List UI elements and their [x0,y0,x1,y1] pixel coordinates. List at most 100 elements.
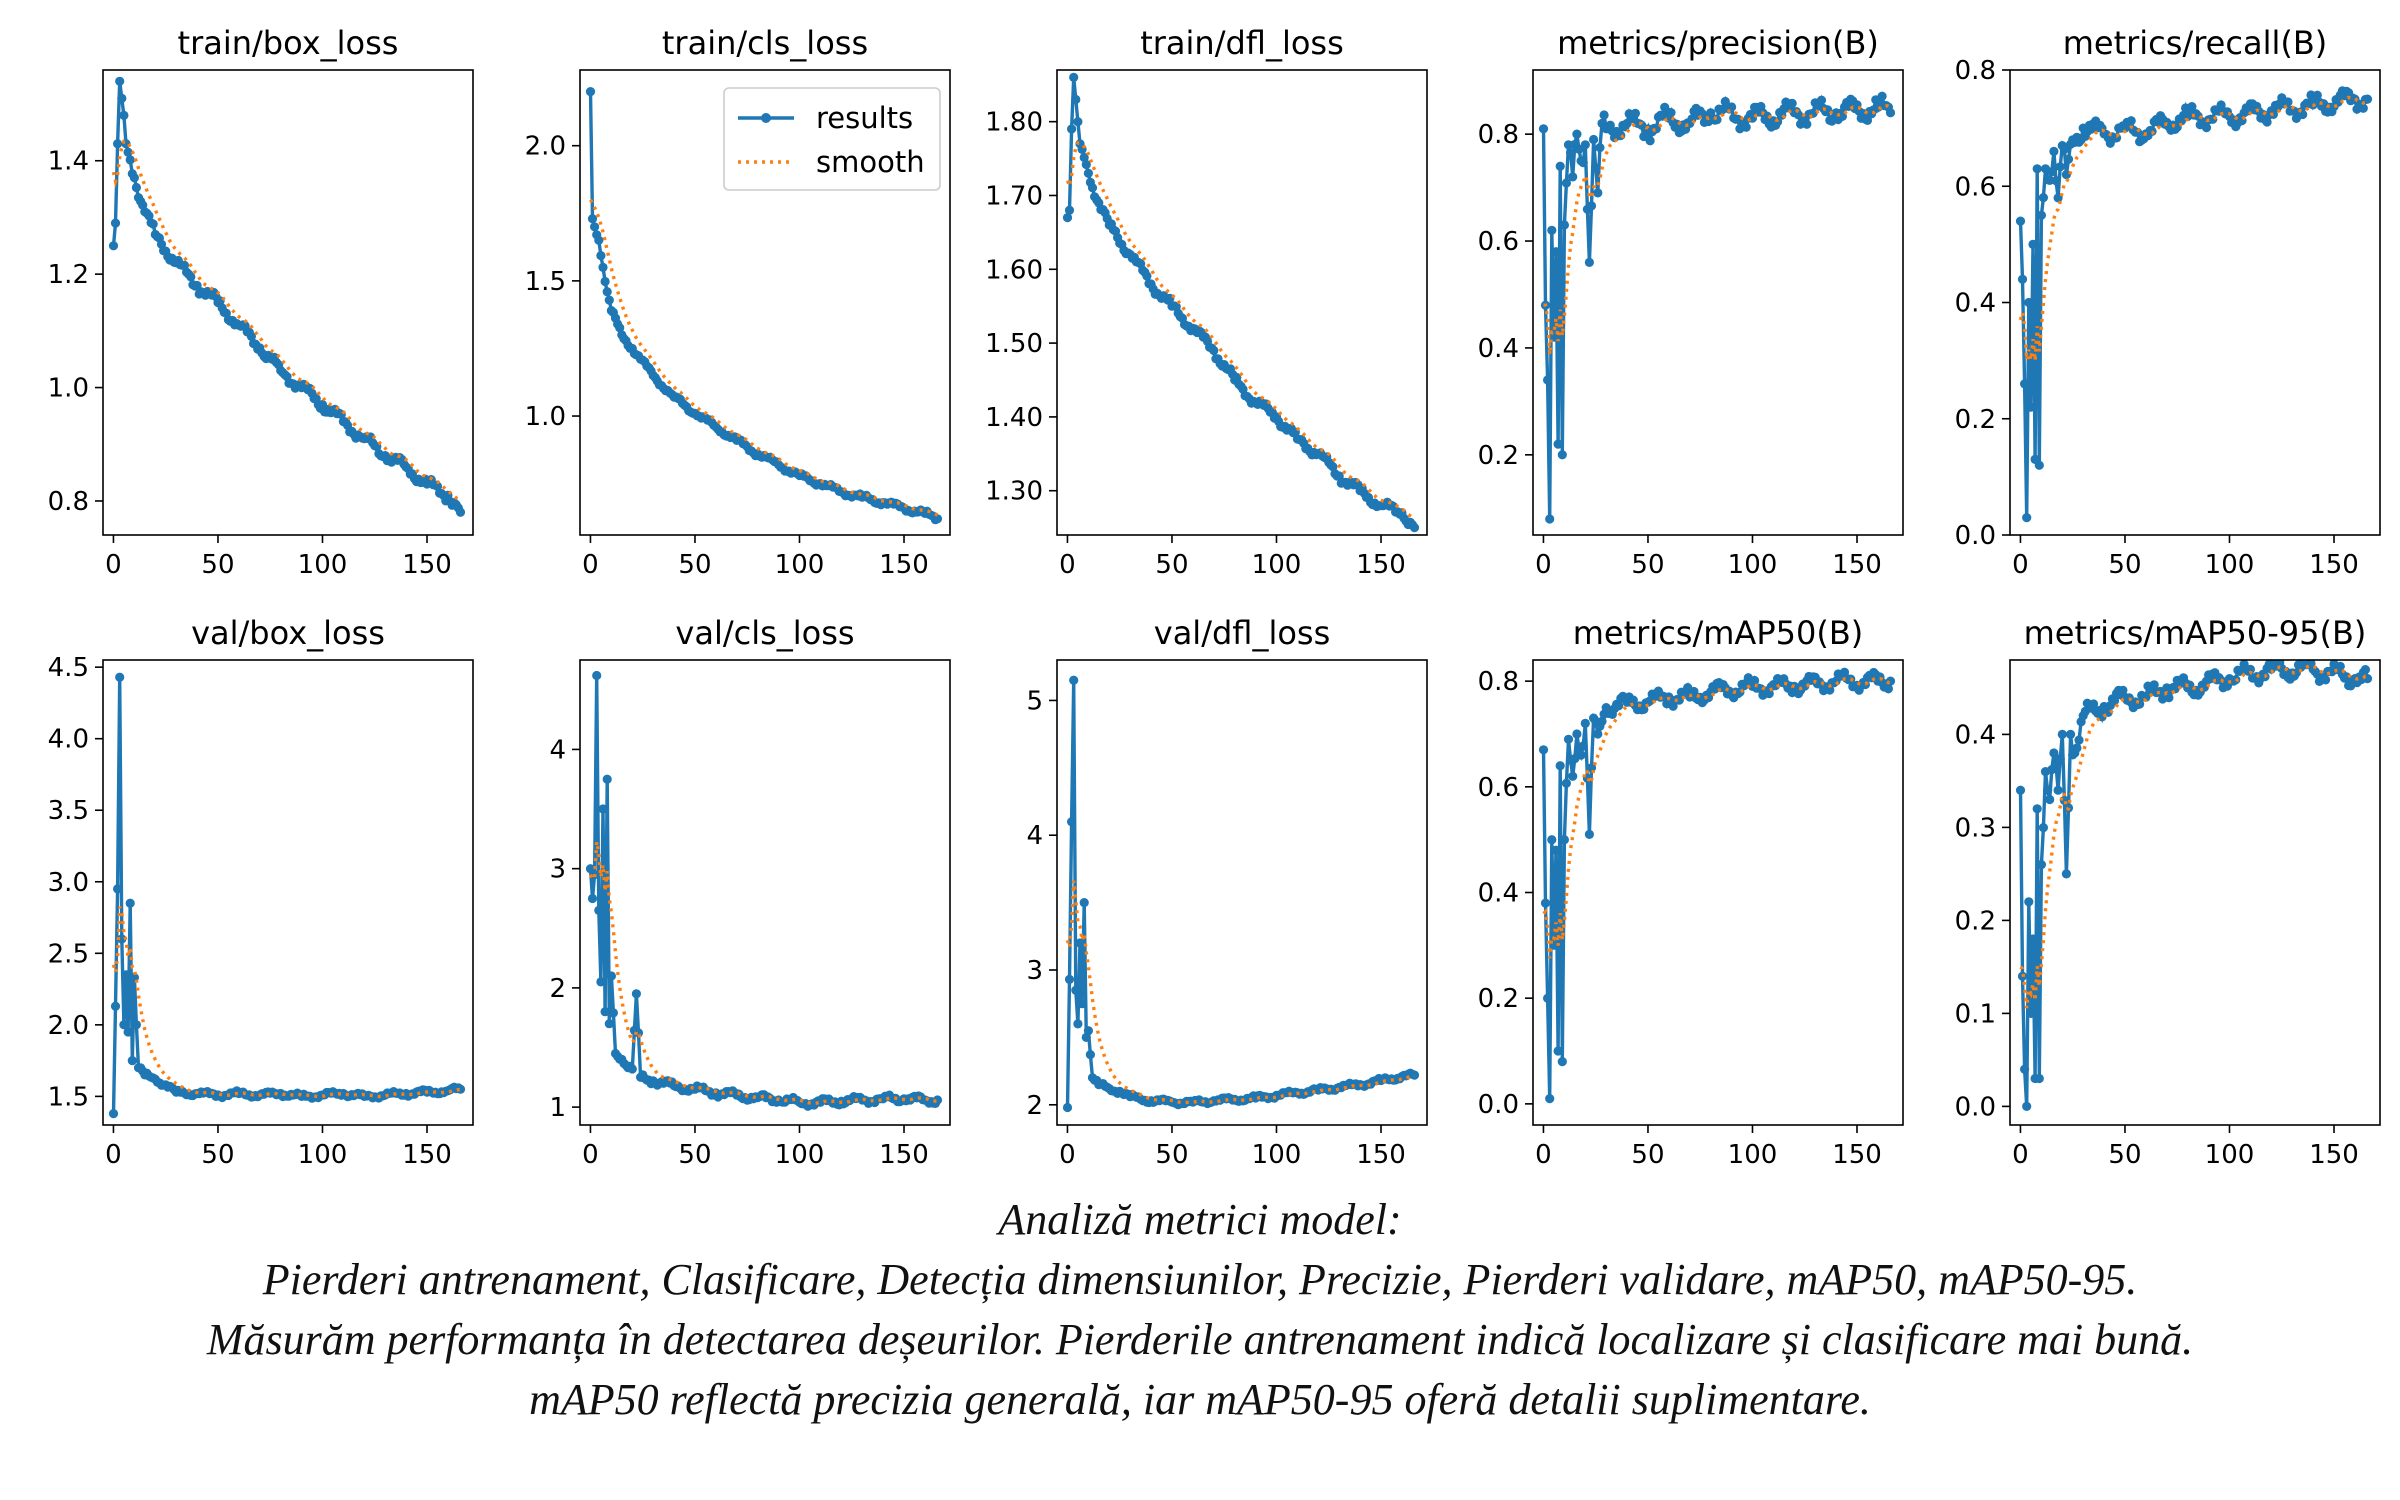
data-point [2074,735,2084,745]
results-markers [1062,675,1420,1113]
results-line [111,677,462,1114]
caption-line-4: mAP50 reflectă precizia generală, iar mA… [529,1375,1871,1424]
data-point [2032,164,2042,174]
data-point [2164,693,2174,703]
x-tick-label: 100 [1728,1140,1778,1170]
data-point [1750,675,1760,686]
y-tick-label: 2.5 [48,939,89,969]
figure-caption: Analiză metrici model: Pierderi antrenam… [0,1190,2400,1430]
data-point [1551,845,1561,855]
data-point [2066,729,2076,740]
y-tick-label: 0.2 [1955,405,1996,435]
y-tick-label: 4.5 [48,653,89,683]
y-tick-label: 1.0 [48,374,89,404]
x-tick-label: 150 [1832,550,1882,580]
data-point [2055,162,2065,172]
data-point [108,241,119,251]
data-point [1885,108,1896,118]
data-point [1630,108,1640,118]
smooth-line [1065,141,1416,521]
results-line [2018,660,2370,1107]
data-point [585,87,596,97]
caption-line-1: Analiză metrici model: [998,1195,1402,1244]
plot-frame [102,659,474,1126]
x-tick-label: 0 [582,550,599,580]
results-line [1065,680,1416,1108]
y-tick-label: 3 [1026,956,1043,986]
smooth-line [1065,880,1415,1105]
panel-6: val/cls_loss 0 50 100 150 1 2 3 4 [549,614,951,1170]
data-point [121,970,131,980]
data-point [1553,439,1563,449]
data-point [2051,176,2061,186]
data-point [2036,210,2046,220]
panel-title: val/cls_loss [675,614,854,652]
data-point [1062,1102,1073,1113]
data-point [115,672,125,682]
data-point [2026,402,2036,412]
panel-title: val/box_loss [191,614,385,652]
data-point [2043,785,2053,795]
data-point [117,93,127,103]
y-tick-label: 1.30 [985,477,1043,507]
panel-5: val/box_loss 0 50 100 150 1.5 2.0 2.5 3.0 3.5 4.0 4… [48,614,474,1170]
data-point [1557,1057,1567,1067]
panel-9: metrics/mAP50-95(B) 0 50 100 150 0.0 0.1 0.2 0.3… [1955,614,2381,1170]
legend-results-label: results [816,101,913,135]
data-point [1557,450,1567,460]
data-point [1087,183,1098,193]
data-point [1837,111,1847,121]
x-tick-label: 150 [1356,1140,1406,1170]
plot-frame [102,69,474,536]
data-point [119,110,129,120]
data-point [2283,97,2293,107]
data-point [1883,684,1893,694]
smooth-line [588,841,938,1106]
x-tick-label: 50 [1155,1140,1188,1170]
x-tick-label: 50 [2108,550,2141,580]
x-tick-label: 150 [2309,550,2359,580]
data-point [455,507,466,517]
data-point [2057,729,2067,740]
x-tick-label: 150 [879,1140,929,1170]
data-point [2312,90,2322,100]
caption-line-3: Măsurăm performanța în detectarea deșeur… [206,1315,2194,1364]
data-point [2032,804,2042,814]
x-tick-label: 0 [2012,1140,2029,1170]
data-point [1591,163,1601,173]
data-point [2335,661,2345,672]
x-tick-label: 100 [1252,550,1302,580]
data-point [2022,1101,2032,1111]
data-point [127,1056,137,1066]
data-point [598,804,608,814]
data-point [2038,193,2048,203]
data-point [1563,734,1574,744]
x-tick-label: 100 [2205,550,2255,580]
x-tick-label: 50 [201,1140,234,1170]
panel-title: metrics/precision(B) [1557,24,1879,62]
y-tick-label: 2 [549,974,566,1004]
data-point [1075,938,1085,948]
smooth-line [2018,95,2368,361]
y-tick-label: 1.80 [985,108,1043,138]
data-point [1079,152,1089,163]
x-tick-label: 0 [582,1140,599,1170]
data-point [1540,898,1551,908]
data-point [2109,696,2120,706]
data-point [1674,695,1684,705]
data-point [1069,675,1079,685]
data-point [1572,129,1582,139]
data-point [123,1027,133,1037]
y-tick-label: 1 [549,1093,566,1123]
data-point [131,182,141,193]
panel-title: train/dfl_loss [1140,24,1344,62]
y-tick-label: 0.0 [1478,1090,1519,1120]
data-point [2049,146,2059,156]
data-point [1584,829,1594,840]
data-point [1085,1050,1095,1060]
legend-box [723,87,941,191]
y-tick-label: 4 [549,735,566,765]
y-tick-label: 3.0 [48,868,89,898]
data-point [1712,115,1722,125]
data-point [1589,134,1599,145]
